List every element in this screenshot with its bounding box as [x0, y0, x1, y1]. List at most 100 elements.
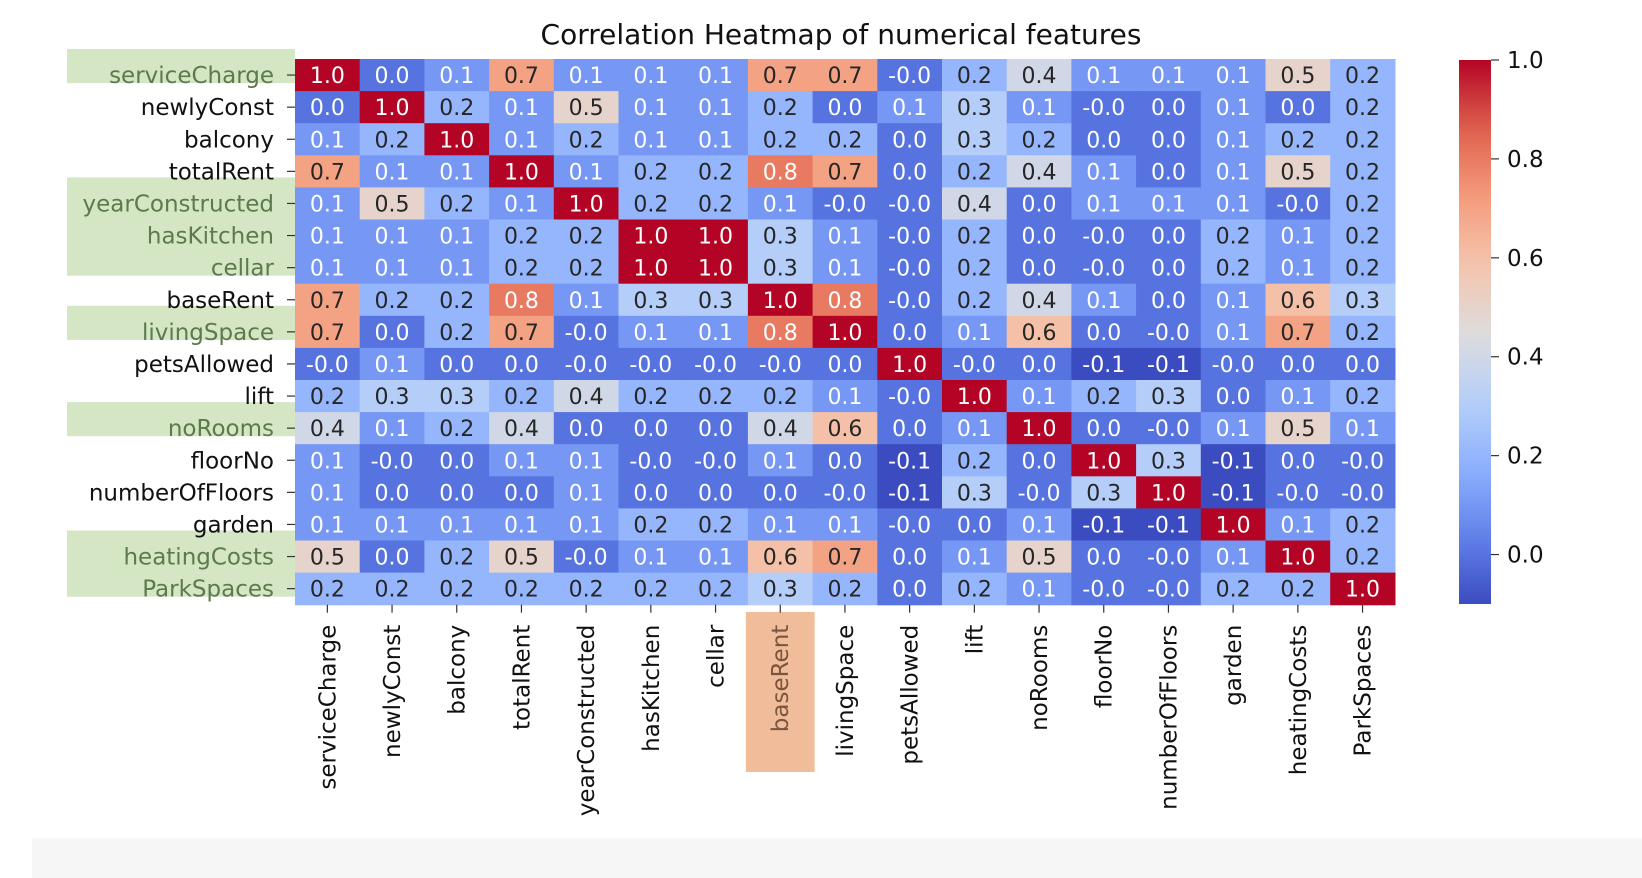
cell-value-label: 0.8 [827, 289, 862, 314]
heatmap-cell [1136, 123, 1202, 156]
cell-value-label: 0.1 [504, 513, 539, 538]
heatmap-cell [295, 155, 361, 188]
heatmap-cell [489, 219, 555, 253]
cell-value-label: 0.0 [763, 481, 798, 506]
y-axis-ticks: serviceCharge newlyConst balcony totalRent y… [83, 63, 295, 603]
heatmap-cell [489, 283, 555, 317]
cell-value-label: 0.1 [1216, 96, 1251, 121]
cell-value-label: 0.1 [957, 417, 992, 442]
heatmap-cell [747, 444, 814, 477]
heatmap-cell [618, 412, 684, 445]
heatmap-cell [489, 251, 555, 285]
heatmap-cell [1006, 444, 1072, 477]
heatmap-cell [359, 283, 425, 317]
cell-value-label: 0.1 [439, 257, 474, 282]
cell-value-label: -0.0 [888, 225, 931, 250]
heatmap-cell [295, 251, 361, 285]
heatmap-cell [1071, 444, 1137, 477]
cell-value-label: 0.8 [504, 289, 539, 314]
heatmap-cell [359, 540, 425, 574]
cell-value-label: 0.1 [763, 192, 798, 217]
heatmap-cell [489, 476, 555, 509]
chart-title: Correlation Heatmap of numerical feature… [541, 18, 1142, 51]
heatmap-cell [489, 187, 555, 221]
y-tick-label: petsAllowed [134, 352, 274, 378]
cell-value-label: 0.3 [957, 96, 992, 121]
heatmap-cell [618, 572, 684, 606]
colorbar-tick-label: 1.0 [1507, 48, 1544, 74]
cell-value-label: 0.4 [1022, 64, 1057, 89]
cell-value-label: 0.1 [310, 257, 345, 282]
heatmap-cell [359, 155, 425, 188]
heatmap-cell [1006, 572, 1072, 606]
heatmap-cell [618, 508, 684, 542]
cell-value-label: 0.1 [569, 481, 604, 506]
cell-value-label: 0.2 [957, 257, 992, 282]
row-label-highlight [67, 530, 295, 565]
heatmap-cell [359, 123, 425, 156]
cell-value-label: 0.1 [1022, 513, 1057, 538]
heatmap-cell [747, 123, 814, 156]
cell-value-label: 0.2 [1022, 128, 1057, 153]
heatmap-cell [1136, 540, 1202, 574]
heatmap-cell [359, 412, 425, 445]
y-tick-label: livingSpace [142, 320, 274, 346]
heatmap-cell [812, 123, 878, 156]
cell-value-label: 0.2 [310, 385, 345, 410]
cell-value-label: 0.1 [375, 513, 410, 538]
heatmap-cell [1330, 444, 1396, 477]
heatmap-cell [424, 508, 490, 542]
cell-value-label: 1.0 [633, 225, 668, 250]
cell-value-label: 0.0 [1280, 449, 1315, 474]
cell-value-label: 0.0 [633, 481, 668, 506]
y-tick-label: lift [245, 384, 275, 410]
heatmap-cell [618, 476, 684, 509]
heatmap-cell [1136, 444, 1202, 477]
cell-value-label: 0.1 [633, 64, 668, 89]
cell-value-label: 0.0 [439, 481, 474, 506]
cell-value-label: 0.5 [1022, 546, 1057, 571]
colorbar-tick-label: 0.6 [1507, 246, 1544, 272]
cell-value-label: 0.0 [827, 96, 862, 121]
cell-value-label: 0.2 [569, 128, 604, 153]
x-tick-label: petsAllowed [898, 625, 924, 765]
cell-value-label: 0.2 [763, 96, 798, 121]
cell-value-label: 0.2 [1345, 64, 1380, 89]
cell-value-label: 0.1 [892, 96, 927, 121]
cell-value-label: 0.0 [310, 96, 345, 121]
x-tick-label: noRooms [1027, 625, 1053, 731]
cell-value-label: 0.0 [1280, 96, 1315, 121]
heatmap-cell [553, 315, 620, 349]
cell-value-label: 0.0 [957, 513, 992, 538]
heatmap-cell [812, 380, 878, 413]
heatmap-cell [1136, 347, 1202, 381]
cell-value-label: 0.4 [763, 417, 798, 442]
cell-value-label: 0.2 [1345, 513, 1380, 538]
heatmap-cell [683, 540, 749, 574]
cell-value-label: 0.1 [439, 513, 474, 538]
heatmap-cell [1071, 508, 1137, 542]
heatmap-cell [553, 91, 620, 124]
heatmap-cell [1006, 540, 1072, 574]
heatmap-cell [1071, 251, 1137, 285]
cell-value-label: 0.2 [1345, 546, 1380, 571]
heatmap-cell [553, 444, 620, 477]
heatmap-cell [553, 347, 620, 381]
heatmap-cell [295, 412, 361, 445]
heatmap-cell [1330, 59, 1396, 92]
heatmap-cell [683, 508, 749, 542]
heatmap-cell [1200, 444, 1267, 477]
heatmap-cell [359, 91, 425, 124]
heatmap-cell [877, 347, 943, 381]
cell-value-label: 0.2 [569, 578, 604, 603]
heatmap-cell [1265, 315, 1331, 349]
cell-value-label: 0.0 [827, 449, 862, 474]
heatmap-cell [877, 123, 943, 156]
heatmap-cell [295, 380, 361, 413]
cell-value-label: 0.1 [310, 225, 345, 250]
cell-value-label: 0.1 [375, 225, 410, 250]
cell-value-label: 0.0 [1151, 160, 1186, 185]
heatmap-cell [359, 59, 425, 92]
y-tick-label: balcony [184, 127, 274, 153]
cell-value-label: -0.0 [888, 385, 931, 410]
